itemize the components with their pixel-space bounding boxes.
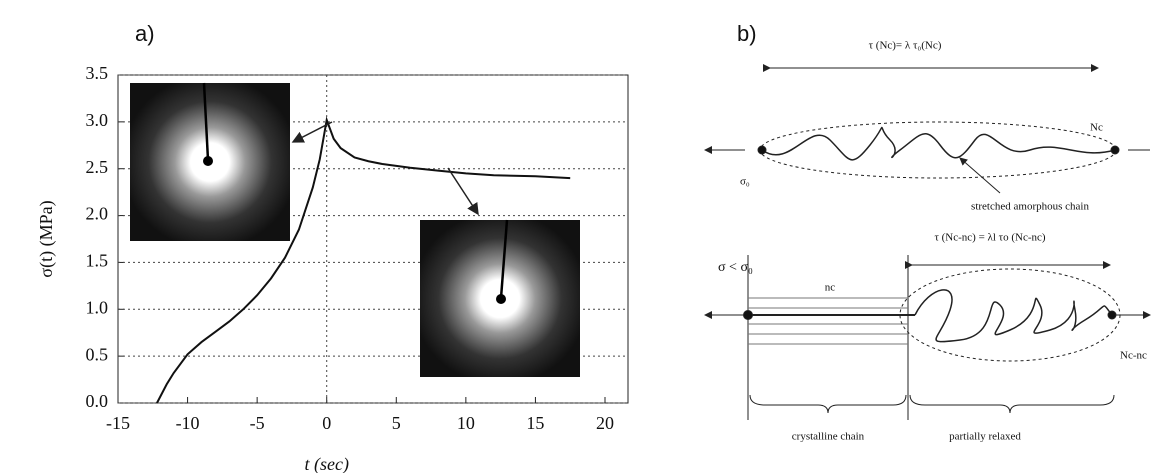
chain-end bbox=[1110, 145, 1120, 155]
x-tick-label: 20 bbox=[596, 413, 614, 433]
x-tick-label: 10 bbox=[457, 413, 475, 433]
label: σ₀ bbox=[740, 176, 750, 188]
y-tick-label: 3.0 bbox=[86, 110, 109, 130]
x-tick-label: -10 bbox=[176, 413, 200, 433]
x-tick-label: 15 bbox=[526, 413, 544, 433]
label: Nc bbox=[1090, 122, 1103, 134]
diagram bbox=[704, 64, 1151, 420]
panel-label: a) bbox=[135, 21, 155, 46]
diagram-labels: τ (Nc)= λ τ₀(Nc) Nc σ₀ stretched amorpho… bbox=[718, 40, 1147, 443]
crystal-lines bbox=[748, 297, 908, 345]
data-line bbox=[156, 116, 571, 404]
brace bbox=[909, 394, 1115, 414]
chart: 0.0 0.5 1.0 1.5 2.0 2.5 3.0 3.5 -15 -10 -5 0 5 10 15 20… bbox=[36, 63, 629, 473]
label: crystalline chain bbox=[792, 431, 865, 443]
y-tick-label: 3.5 bbox=[86, 63, 109, 83]
y-tick-label: 1.5 bbox=[86, 251, 109, 271]
beam-center bbox=[496, 294, 506, 304]
y-tick-label: 2.5 bbox=[86, 157, 109, 177]
beam-stop bbox=[202, 82, 210, 161]
chain bbox=[761, 126, 1116, 161]
label: τ (Nc)= λ τ₀(Nc) bbox=[869, 40, 942, 52]
x-tick-label: -15 bbox=[106, 413, 130, 433]
chain-end bbox=[743, 310, 753, 320]
x-tick-label: 5 bbox=[392, 413, 401, 433]
chain-end bbox=[757, 145, 767, 155]
x-axis-label: t (sec) bbox=[304, 454, 348, 473]
label: nc bbox=[825, 282, 836, 294]
beam-center bbox=[203, 156, 213, 166]
y-axis-label: σ(t) (MPa) bbox=[36, 200, 57, 277]
panel-label: b) bbox=[737, 21, 757, 46]
y-tick-label: 2.0 bbox=[86, 204, 109, 224]
x-tick-label: 0 bbox=[322, 413, 331, 433]
arrow bbox=[291, 121, 333, 143]
label: partially relaxed bbox=[949, 431, 1021, 443]
x-tick-label: -5 bbox=[250, 413, 265, 433]
chain bbox=[914, 289, 1113, 343]
ellipse bbox=[899, 268, 1121, 362]
label: τ (Nc-nc) = λl τo (Nc-nc) bbox=[934, 232, 1045, 244]
chain-end bbox=[1107, 310, 1117, 320]
arrow bbox=[959, 157, 1001, 194]
arrow bbox=[447, 167, 479, 216]
label: σ < σ₀ bbox=[718, 260, 753, 275]
ellipse bbox=[759, 121, 1117, 179]
y-tick-label: 0.5 bbox=[86, 344, 109, 364]
y-tick-label: 1.0 bbox=[86, 297, 109, 317]
label: stretched amorphous chain bbox=[971, 201, 1089, 213]
y-tick-label: 0.0 bbox=[86, 391, 109, 411]
beam-stop bbox=[499, 219, 509, 299]
brace bbox=[749, 394, 907, 414]
label: Nc-nc bbox=[1120, 350, 1147, 362]
